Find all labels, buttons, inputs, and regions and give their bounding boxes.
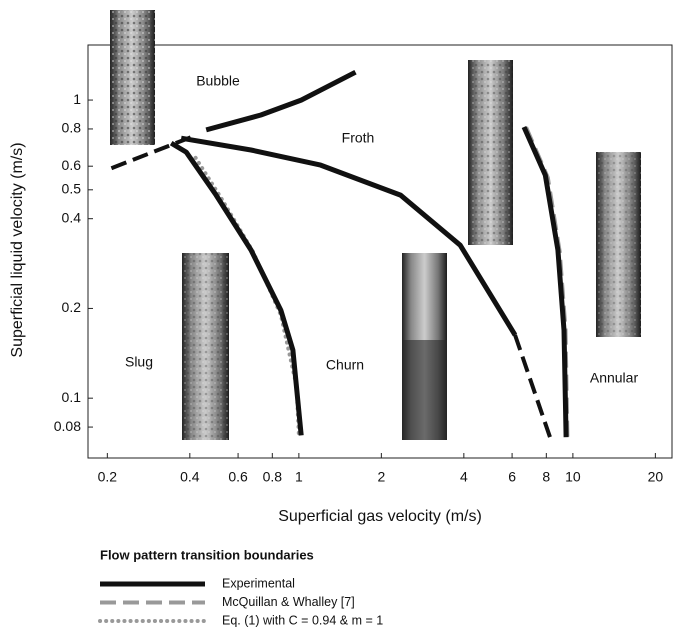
photos bbox=[110, 10, 641, 440]
y-tick-label: 0.08 bbox=[54, 418, 81, 434]
y-tick-label: 0.2 bbox=[62, 299, 82, 315]
region-label: Bubble bbox=[196, 73, 240, 89]
y-tick-label: 1 bbox=[73, 91, 81, 107]
x-tick-label: 8 bbox=[542, 469, 550, 485]
y-axis-label: Superficial liquid velocity (m/s) bbox=[9, 142, 26, 357]
region-label: Slug bbox=[125, 354, 153, 370]
legend-label: Experimental bbox=[222, 576, 295, 590]
x-tick-label: 20 bbox=[648, 469, 664, 485]
y-tick-label: 0.6 bbox=[62, 157, 82, 173]
series-line bbox=[169, 69, 569, 438]
y-tick-label: 0.5 bbox=[62, 181, 82, 197]
x-tick-label: 0.2 bbox=[98, 469, 118, 485]
x-tick-label: 0.6 bbox=[228, 469, 248, 485]
legend-label: Eq. (1) with C = 0.94 & m = 1 bbox=[222, 613, 383, 627]
x-tick-label: 0.8 bbox=[263, 469, 283, 485]
plot-frame bbox=[87, 44, 673, 459]
x-tick-label: 1 bbox=[295, 469, 303, 485]
x-tick-label: 0.4 bbox=[180, 469, 200, 485]
x-tick-label: 2 bbox=[377, 469, 385, 485]
extrapolated-line bbox=[110, 135, 552, 438]
x-tick-label: 4 bbox=[460, 469, 468, 485]
region-label: Churn bbox=[326, 357, 364, 373]
region-label: Annular bbox=[590, 370, 639, 386]
legend-title: Flow pattern transition boundaries bbox=[100, 547, 314, 562]
y-tick-label: 0.8 bbox=[62, 120, 82, 136]
x-tick-label: 6 bbox=[508, 469, 516, 485]
y-tick-label: 0.1 bbox=[62, 389, 82, 405]
region-label: Froth bbox=[342, 130, 375, 146]
y-tick-label: 0.4 bbox=[62, 209, 82, 225]
x-axis-label: Superficial gas velocity (m/s) bbox=[278, 508, 482, 525]
x-tick-label: 10 bbox=[565, 469, 581, 485]
legend-label: McQuillan & Whalley [7] bbox=[222, 595, 355, 609]
